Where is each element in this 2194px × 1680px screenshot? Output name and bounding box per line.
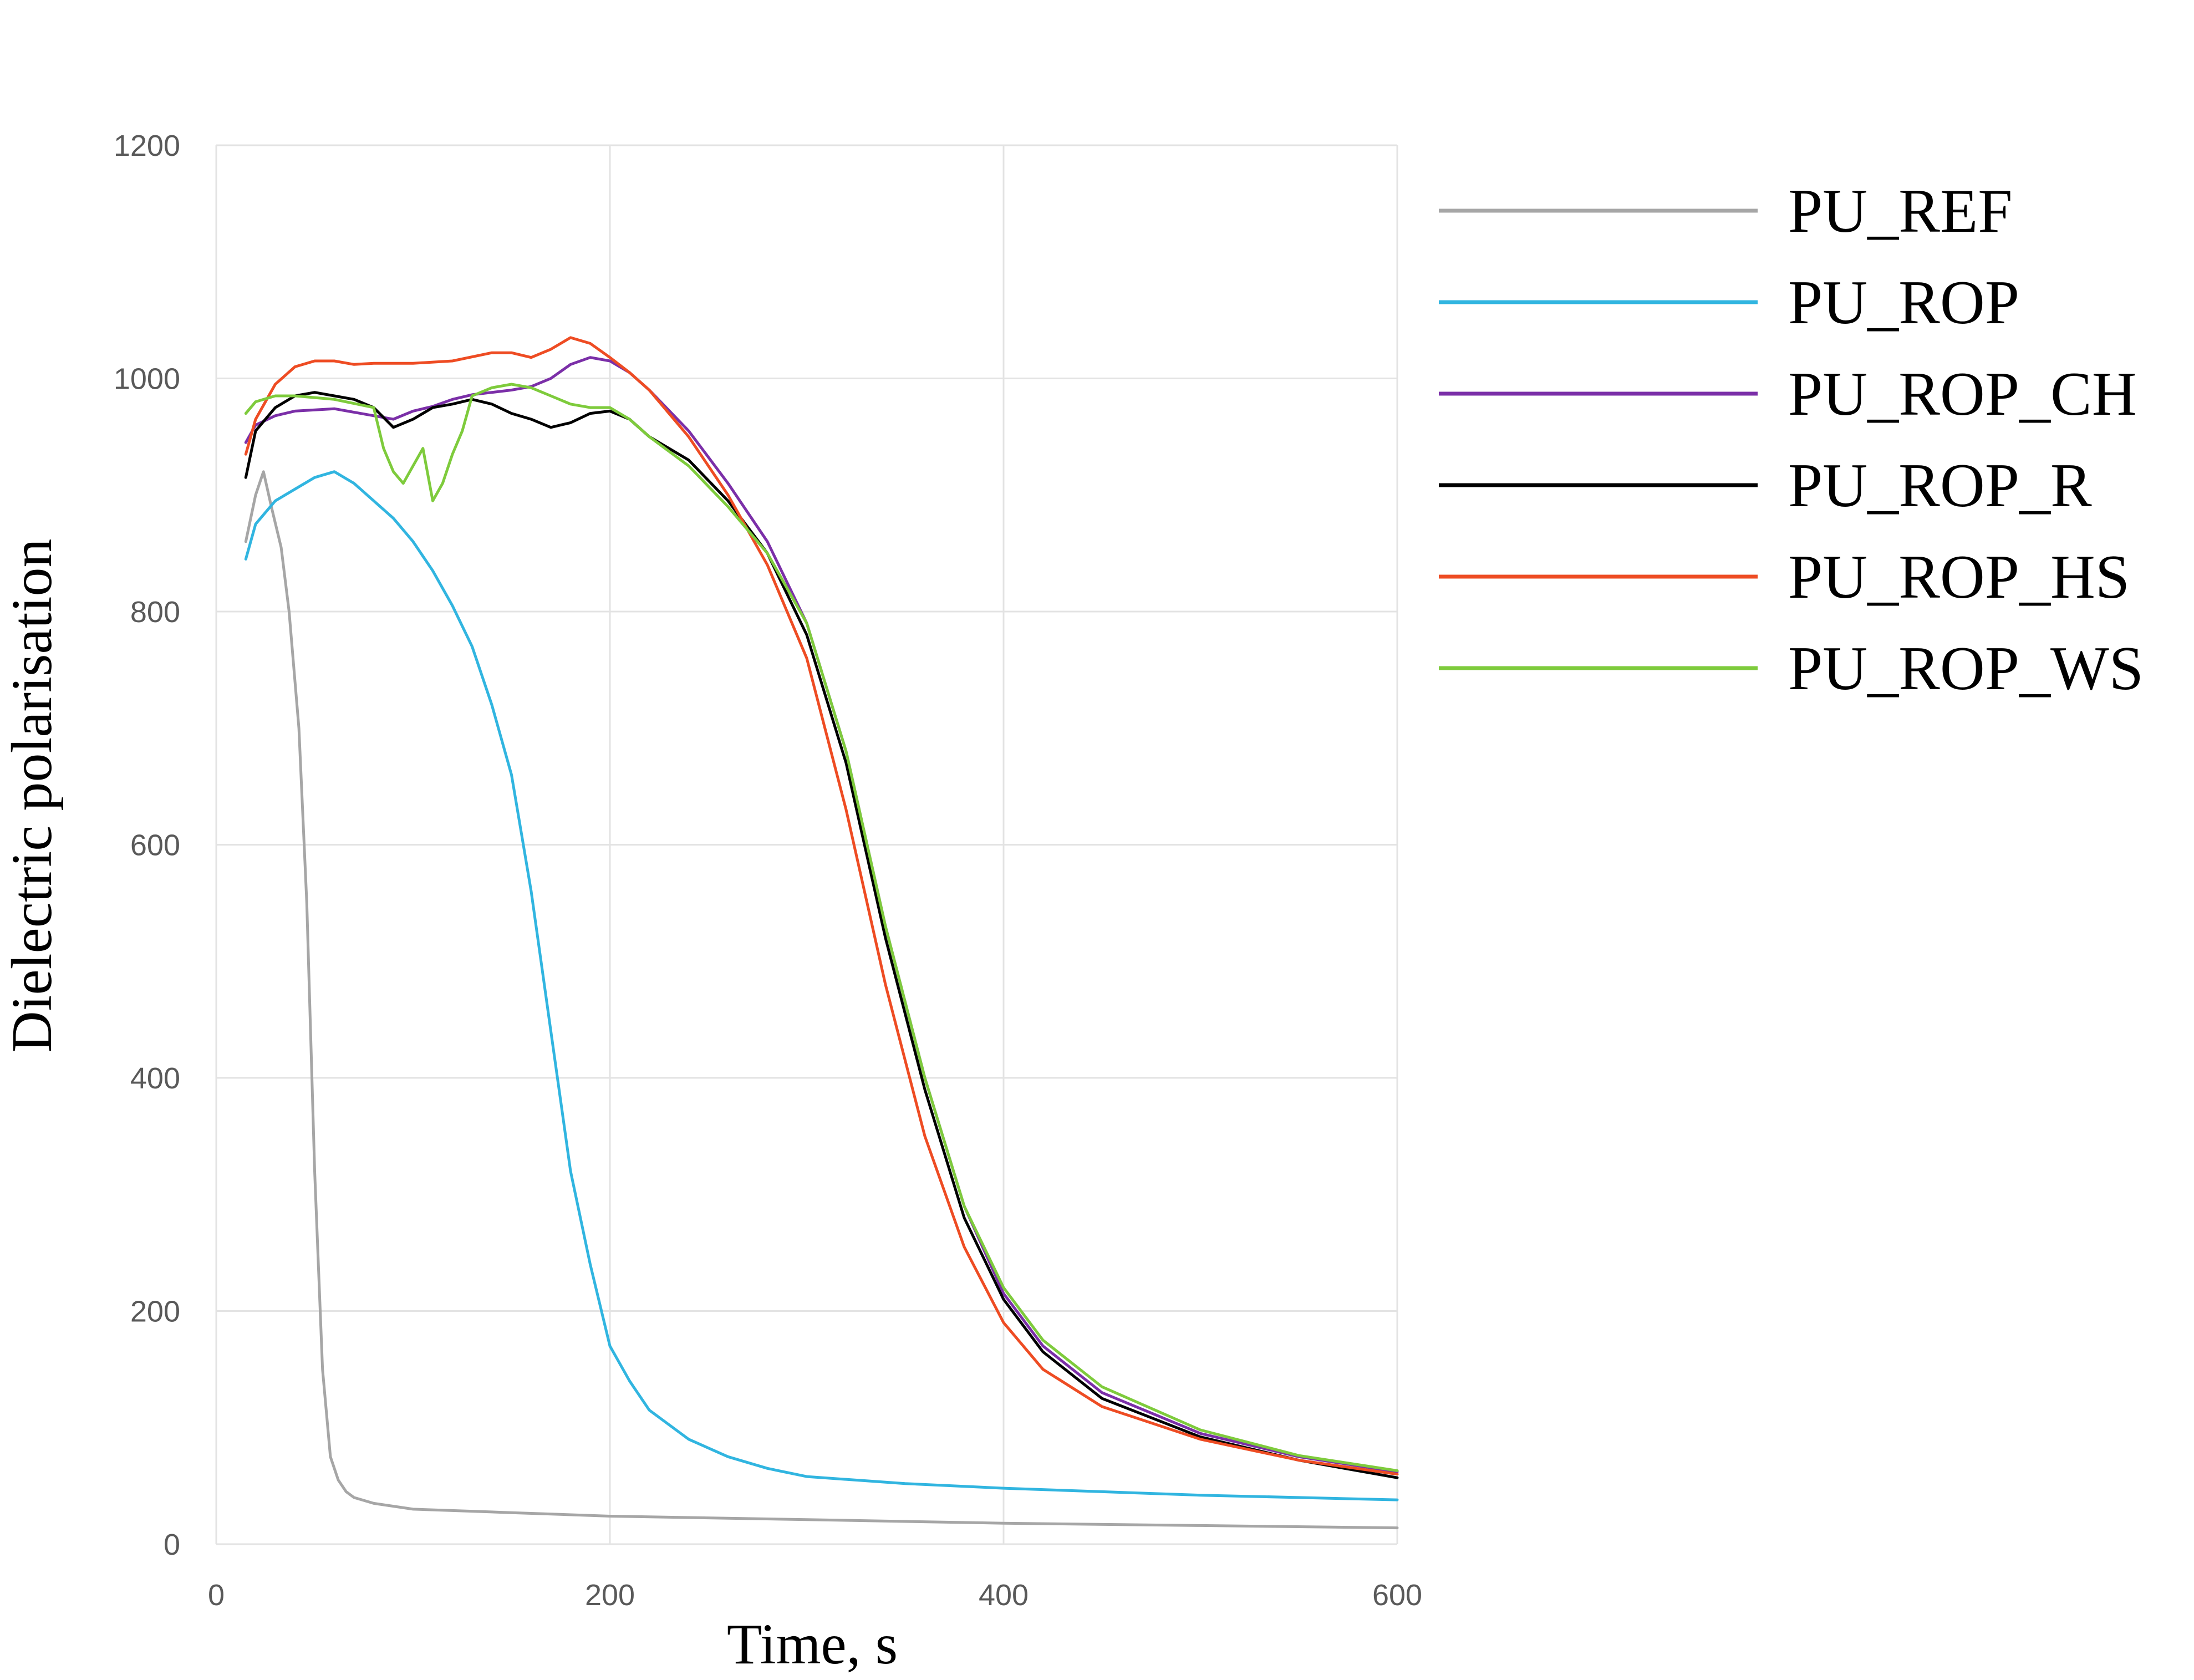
x-axis: 0 200 400 600	[208, 1579, 1422, 1612]
x-tick-label: 200	[585, 1579, 635, 1612]
legend: PU_REF PU_ROP PU_ROP_CH PU_ROP_R PU_ROP_HS PU…	[1439, 177, 2144, 703]
x-tick-label: 0	[208, 1579, 225, 1612]
y-tick-label: 1200	[114, 129, 180, 162]
x-tick-label: 600	[1372, 1579, 1422, 1612]
legend-label-pu-rop: PU_ROP	[1788, 268, 2019, 337]
plot-area	[244, 336, 1399, 1530]
series-line-pu-rop-ws	[244, 383, 1399, 1472]
legend-label-pu-rop-ch: PU_ROP_CH	[1788, 360, 2137, 429]
y-tick-label: 0	[164, 1528, 180, 1561]
series-line-pu-ref	[244, 470, 1399, 1530]
legend-label-pu-rop-r: PU_ROP_R	[1788, 451, 2092, 520]
legend-label-pu-ref: PU_REF	[1788, 177, 2013, 246]
series-line-pu-rop-hs	[244, 336, 1399, 1476]
y-tick-label: 800	[130, 595, 180, 629]
x-axis-title: Time, s	[727, 1612, 898, 1676]
y-tick-label: 400	[130, 1062, 180, 1095]
y-tick-label: 200	[130, 1295, 180, 1328]
legend-label-pu-rop-ws: PU_ROP_WS	[1788, 634, 2144, 703]
y-axis: 0 200 400 600 800 1000 1200	[114, 129, 180, 1561]
y-tick-label: 600	[130, 829, 180, 862]
series-line-pu-rop-r	[244, 391, 1399, 1479]
legend-label-pu-rop-hs: PU_ROP_HS	[1788, 543, 2130, 612]
x-tick-label: 400	[979, 1579, 1029, 1612]
y-axis-title: Dielectric polarisation	[0, 539, 64, 1053]
gridlines	[215, 144, 1398, 1545]
series-line-pu-rop	[244, 470, 1399, 1501]
y-tick-label: 1000	[114, 363, 180, 396]
